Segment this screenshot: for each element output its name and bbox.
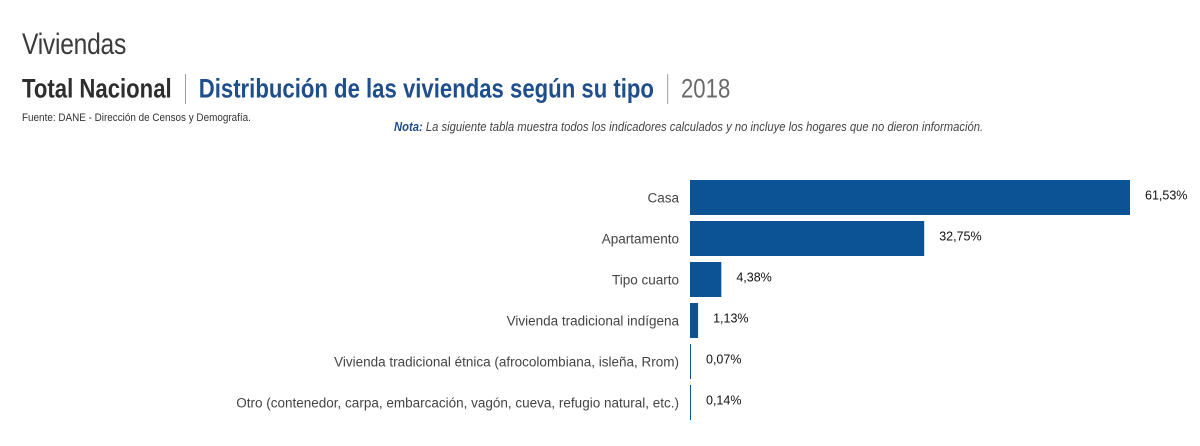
separator xyxy=(667,73,668,104)
category-label: Vivienda tradicional étnica (afrocolombi… xyxy=(334,355,679,370)
value-label: 61,53% xyxy=(1145,189,1187,203)
bar xyxy=(690,262,722,297)
page-title: Viviendas xyxy=(22,28,127,61)
year-label: 2018 xyxy=(680,73,731,104)
bar xyxy=(690,344,691,379)
separator xyxy=(184,73,186,104)
bar xyxy=(690,385,692,420)
bar xyxy=(690,221,925,256)
topic-label: Distribución de las viviendas según su t… xyxy=(198,73,654,104)
bar xyxy=(690,180,1130,215)
bar xyxy=(690,303,699,338)
value-label: 1,13% xyxy=(713,312,748,326)
value-label: 0,07% xyxy=(706,353,741,367)
value-label: 0,14% xyxy=(706,394,741,408)
scope-label: Total Nacional xyxy=(22,73,172,104)
value-label: 32,75% xyxy=(939,230,981,244)
note-body: La siguiente tabla muestra todos los ind… xyxy=(422,120,984,134)
value-label: 4,38% xyxy=(736,271,771,285)
category-label: Vivienda tradicional indígena xyxy=(507,314,680,329)
note-text: Nota: La siguiente tabla muestra todos l… xyxy=(394,120,983,134)
category-label: Casa xyxy=(647,191,679,206)
category-label: Tipo cuarto xyxy=(612,273,679,288)
category-label: Otro (contenedor, carpa, embarcación, va… xyxy=(236,396,679,411)
note-label: Nota: xyxy=(394,120,423,134)
category-label: Apartamento xyxy=(602,232,679,247)
source-text: Fuente: DANE - Dirección de Censos y Dem… xyxy=(22,112,251,124)
chart-subtitle: Total Nacional Distribución de las vivien… xyxy=(22,72,730,104)
